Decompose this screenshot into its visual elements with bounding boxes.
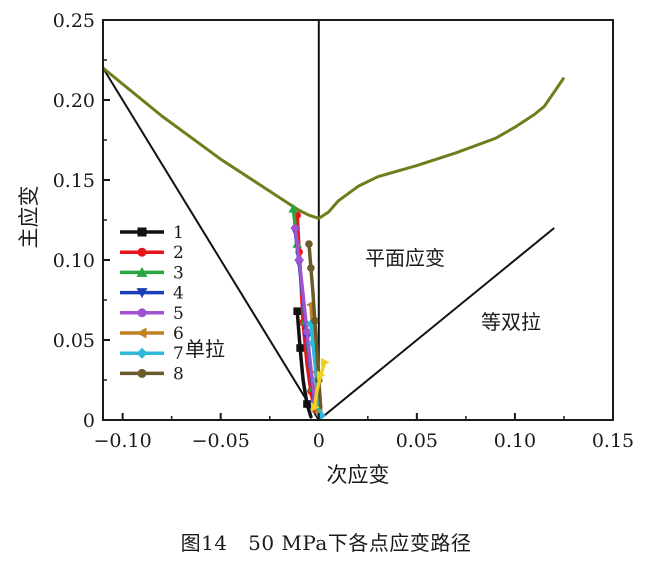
legend-item-8: 8 — [120, 364, 184, 384]
y-tick-label: 0.15 — [53, 170, 95, 192]
legend-swatch-marker — [137, 247, 147, 257]
series-5-point — [303, 328, 311, 336]
series-8-point — [307, 264, 315, 272]
legend-item-3: 3 — [120, 263, 184, 283]
y-tick-label: 0.20 — [53, 90, 95, 112]
y-tick-label: 0.05 — [53, 330, 95, 352]
reference-line-1 — [103, 67, 320, 420]
series-7b — [311, 357, 330, 412]
region-label: 单拉 — [185, 337, 225, 361]
reference-lines — [103, 20, 555, 420]
series-1 — [293, 307, 313, 419]
series-8-point — [311, 317, 319, 325]
legend-swatch-marker — [136, 347, 148, 359]
series-5-point — [295, 256, 303, 264]
legend-item-4: 4 — [120, 284, 184, 304]
legend-label: 7 — [173, 344, 184, 364]
region-label: 等双拉 — [481, 310, 541, 334]
series-line-5 — [293, 226, 317, 403]
legend-label: 4 — [173, 284, 184, 304]
series-7-point — [315, 410, 326, 420]
reference-line-3 — [318, 227, 555, 420]
legend-item-5: 5 — [120, 304, 184, 324]
legend-item-6: 6 — [120, 324, 184, 344]
series-5 — [291, 224, 319, 405]
x-tick-label: 0.15 — [592, 430, 634, 452]
x-tick-label: 0.05 — [396, 430, 438, 452]
region-label: 平面应变 — [365, 246, 445, 270]
legend-label: 2 — [173, 243, 184, 263]
x-tick-label: −0.05 — [192, 430, 250, 452]
tick-labels: −0.10 −0.05 0 0.05 0.10 0.15 0 0.05 0.10 0.15 0.20… — [53, 10, 634, 452]
legend-item-1: 1 — [120, 223, 184, 243]
series-3-point — [288, 204, 299, 213]
series-7b-point — [320, 357, 330, 368]
legend-label: 3 — [173, 263, 184, 283]
series-group — [288, 204, 330, 420]
figure-caption: 图14 50 MPa下各点应变路径 — [180, 531, 472, 555]
x-tick-label: 0 — [313, 430, 325, 452]
series-7b-point — [316, 370, 326, 380]
series-1-point — [303, 400, 311, 408]
series-8-point — [305, 240, 313, 248]
axes-frame — [102, 19, 614, 421]
legend-label: 1 — [173, 223, 184, 243]
series-7b-point — [311, 402, 320, 412]
legend-label: 6 — [173, 324, 184, 344]
y-tick-label: 0 — [83, 410, 95, 432]
x-axis-title: 次应变 — [327, 463, 390, 487]
y-axis-title: 主应变 — [17, 186, 41, 249]
legend-swatch-marker — [137, 227, 147, 237]
series-line-1 — [295, 309, 313, 419]
axis-titles: 次应变 主应变 — [17, 186, 390, 488]
legend-item-7: 7 — [120, 344, 184, 364]
x-tick-label: 0.10 — [494, 430, 536, 452]
x-tick-label: −0.10 — [93, 430, 151, 452]
series-5-point — [291, 224, 300, 232]
legend-swatch-marker — [136, 266, 148, 277]
legend-swatch-marker — [137, 308, 147, 318]
series-1-point — [293, 307, 301, 315]
series-1-point — [296, 344, 304, 352]
legend-label: 8 — [173, 364, 184, 384]
legend-swatch-marker — [137, 368, 147, 378]
series-line-7b — [313, 360, 327, 409]
strain-path-chart: −0.10 −0.05 0 0.05 0.10 0.15 0 0.05 0.10 0.15 0.20… — [17, 10, 634, 488]
legend-swatch-marker — [136, 327, 147, 339]
legend-label: 5 — [173, 304, 184, 324]
legend-swatch-marker — [136, 288, 148, 299]
flc-curve — [103, 66, 566, 220]
series-7-point — [306, 319, 316, 329]
legend-item-2: 2 — [120, 243, 184, 263]
y-tick-label: 0.25 — [53, 10, 95, 32]
flc-curve-group — [103, 66, 566, 220]
y-tick-label: 0.10 — [53, 250, 95, 272]
